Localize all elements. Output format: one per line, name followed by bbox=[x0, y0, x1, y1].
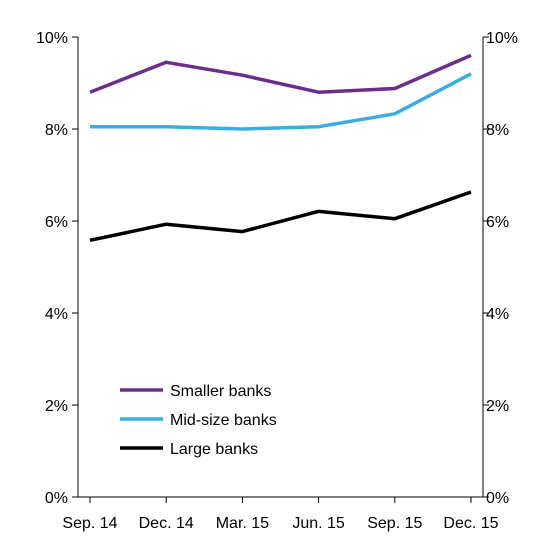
series-line-large-banks bbox=[89, 190, 472, 243]
y-tick-label-left: 8% bbox=[45, 122, 68, 139]
legend: Smaller banks Mid-size banks Large banks bbox=[120, 383, 277, 458]
y-tick-label-left: 2% bbox=[45, 398, 68, 415]
legend-label: Large banks bbox=[170, 441, 258, 458]
y-tick-label-right: 8% bbox=[486, 122, 509, 139]
x-tick-label: Mar. 15 bbox=[216, 515, 269, 532]
y-tick-label-right: 10% bbox=[486, 30, 518, 47]
legend-label: Mid-size banks bbox=[170, 412, 277, 429]
y-tick-label-left: 4% bbox=[45, 306, 68, 323]
series-line-mid-size-banks bbox=[90, 72, 472, 131]
y-tick-label-left: 6% bbox=[45, 214, 68, 231]
legend-label: Smaller banks bbox=[170, 383, 271, 400]
y-tick-label-left: 10% bbox=[36, 30, 68, 47]
y-tick-label-right: 6% bbox=[486, 214, 509, 231]
series-line-smaller-banks bbox=[89, 53, 472, 94]
x-tick-label: Sep. 14 bbox=[62, 515, 117, 532]
x-tick-label: Dec. 15 bbox=[443, 515, 498, 532]
axes bbox=[77, 37, 484, 498]
x-axis-ticks: Sep. 14 Dec. 14 Mar. 15 Jun. 15 Sep. 15 Dec. … bbox=[62, 497, 499, 532]
y-axis-right-ticks: 0% 2% 4% 6% 8% 10% bbox=[483, 30, 518, 507]
y-tick-label-left: 0% bbox=[45, 490, 68, 507]
y-tick-label-right: 4% bbox=[486, 306, 509, 323]
y-tick-label-right: 0% bbox=[486, 490, 509, 507]
series-lines bbox=[89, 53, 472, 243]
y-axis-left-ticks: 0% 2% 4% 6% 8% 10% bbox=[36, 30, 78, 507]
x-tick-label: Jun. 15 bbox=[292, 515, 345, 532]
y-tick-label-right: 2% bbox=[486, 398, 509, 415]
x-tick-label: Dec. 14 bbox=[139, 515, 194, 532]
x-tick-label: Sep. 15 bbox=[367, 515, 422, 532]
